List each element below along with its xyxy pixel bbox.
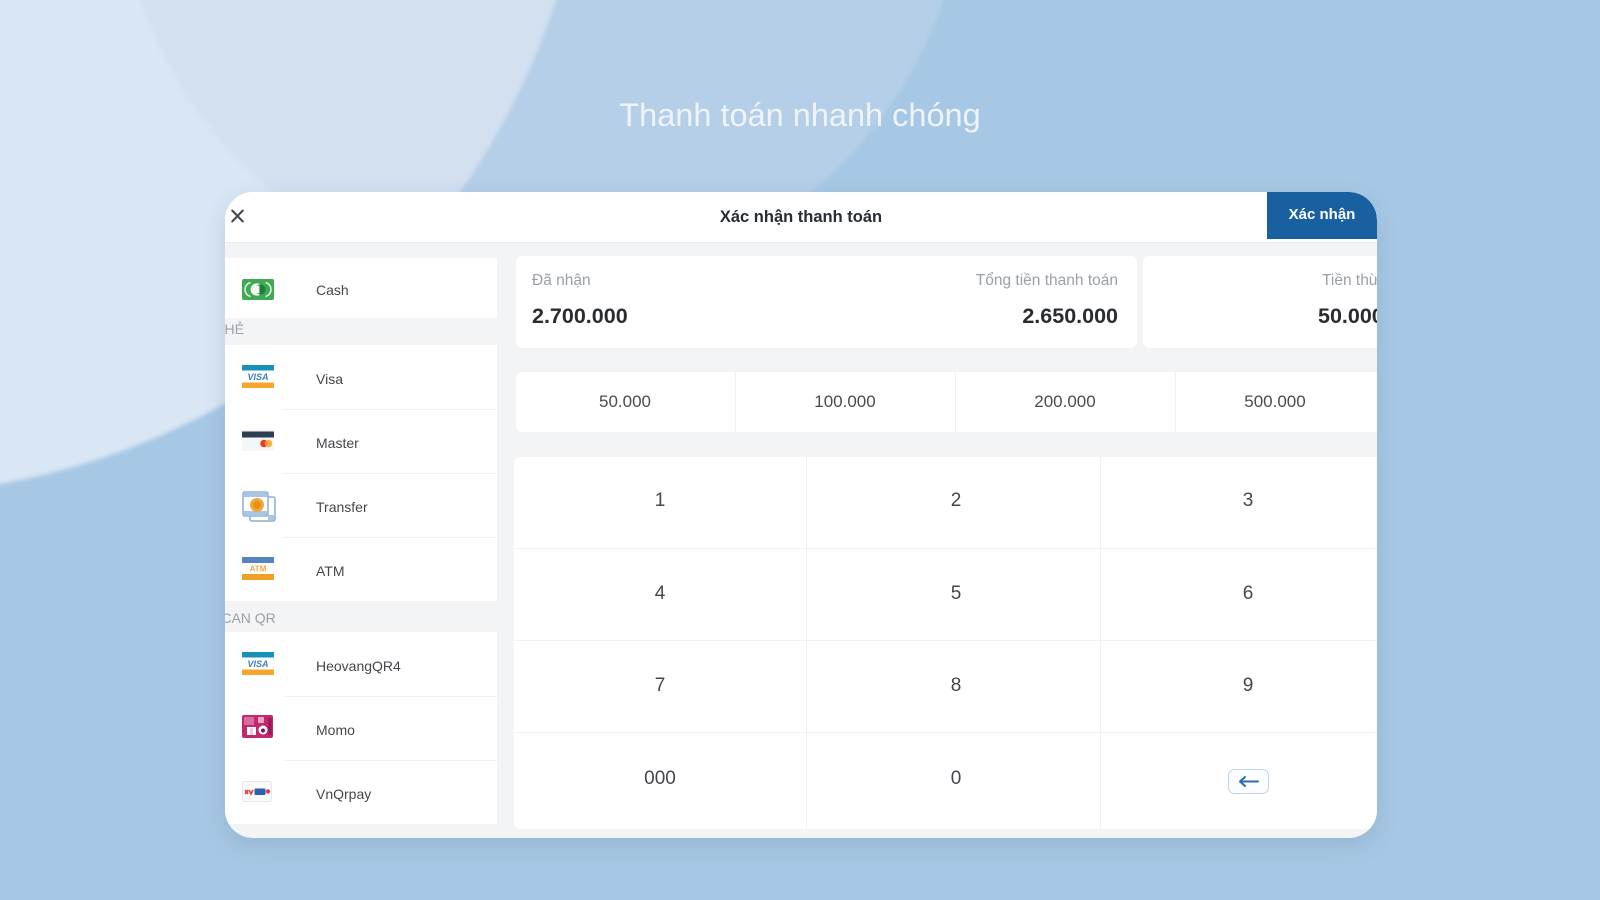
svg-text:VISA: VISA xyxy=(247,659,268,669)
svg-text:ATM: ATM xyxy=(250,565,267,574)
svg-text:VISA: VISA xyxy=(247,372,268,382)
